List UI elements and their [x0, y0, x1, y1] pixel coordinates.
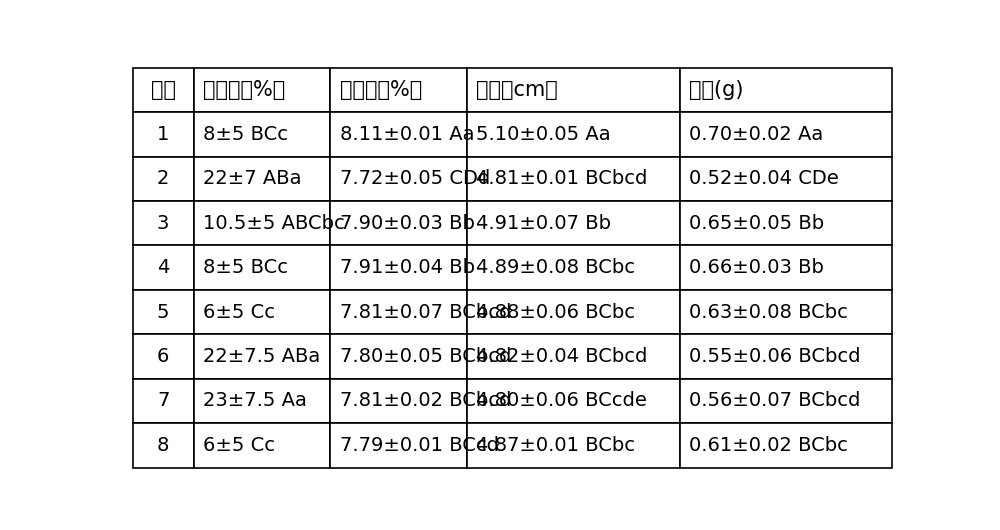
- Text: 7.79±0.01 BCcd: 7.79±0.01 BCcd: [340, 436, 499, 455]
- Text: 4.89±0.08 BCbc: 4.89±0.08 BCbc: [476, 258, 635, 277]
- Text: 0.66±0.03 Bb: 0.66±0.03 Bb: [689, 258, 824, 277]
- Bar: [194, 201, 330, 245]
- Bar: [467, 68, 680, 112]
- Bar: [133, 423, 194, 467]
- Text: 0.63±0.08 BCbc: 0.63±0.08 BCbc: [689, 303, 848, 322]
- Bar: [330, 68, 467, 112]
- Text: 0.56±0.07 BCbcd: 0.56±0.07 BCbcd: [689, 392, 860, 410]
- Bar: [194, 156, 330, 201]
- Bar: [680, 290, 892, 334]
- Text: 4.82±0.04 BCbcd: 4.82±0.04 BCbcd: [476, 347, 648, 366]
- Bar: [330, 334, 467, 379]
- Text: 0.70±0.02 Aa: 0.70±0.02 Aa: [689, 125, 823, 144]
- Bar: [680, 68, 892, 112]
- Text: 6: 6: [157, 347, 169, 366]
- Bar: [680, 201, 892, 245]
- Bar: [194, 379, 330, 423]
- Text: 22±7 ABa: 22±7 ABa: [203, 169, 301, 188]
- Bar: [467, 201, 680, 245]
- Text: 7.81±0.07 BCbcd: 7.81±0.07 BCbcd: [340, 303, 511, 322]
- Text: 1: 1: [157, 125, 169, 144]
- Bar: [680, 112, 892, 156]
- Bar: [194, 112, 330, 156]
- Text: 0.61±0.02 BCbc: 0.61±0.02 BCbc: [689, 436, 848, 455]
- Text: 4.91±0.07 Bb: 4.91±0.07 Bb: [476, 214, 611, 233]
- Text: 2: 2: [157, 169, 169, 188]
- Bar: [680, 423, 892, 467]
- Bar: [133, 290, 194, 334]
- Text: 7.80±0.05 BCbcd: 7.80±0.05 BCbcd: [340, 347, 511, 366]
- Text: 10.5±5 ABCbc: 10.5±5 ABCbc: [203, 214, 345, 233]
- Bar: [467, 112, 680, 156]
- Bar: [680, 245, 892, 290]
- Text: 4.80±0.06 BCcde: 4.80±0.06 BCcde: [476, 392, 647, 410]
- Text: 4.81±0.01 BCbcd: 4.81±0.01 BCbcd: [476, 169, 648, 188]
- Text: 4.88±0.06 BCbc: 4.88±0.06 BCbc: [476, 303, 635, 322]
- Text: 鲜重(g): 鲜重(g): [689, 80, 743, 100]
- Bar: [330, 290, 467, 334]
- Text: 苗高（cm）: 苗高（cm）: [476, 80, 558, 100]
- Text: 5.10±0.05 Aa: 5.10±0.05 Aa: [476, 125, 611, 144]
- Bar: [133, 334, 194, 379]
- Text: 8.11±0.01 Aa: 8.11±0.01 Aa: [340, 125, 474, 144]
- Text: 5: 5: [157, 303, 169, 322]
- Bar: [133, 201, 194, 245]
- Bar: [194, 290, 330, 334]
- Bar: [680, 379, 892, 423]
- Bar: [467, 245, 680, 290]
- Bar: [680, 334, 892, 379]
- Bar: [330, 112, 467, 156]
- Bar: [133, 379, 194, 423]
- Bar: [194, 68, 330, 112]
- Bar: [330, 201, 467, 245]
- Bar: [467, 423, 680, 467]
- Text: 0.52±0.04 CDe: 0.52±0.04 CDe: [689, 169, 839, 188]
- Text: 6±5 Cc: 6±5 Cc: [203, 303, 275, 322]
- Text: 组合: 组合: [151, 80, 176, 100]
- Text: 生根率（%）: 生根率（%）: [340, 80, 422, 100]
- Text: 7.91±0.04 Bb: 7.91±0.04 Bb: [340, 258, 475, 277]
- Bar: [133, 112, 194, 156]
- Bar: [680, 156, 892, 201]
- Text: 23±7.5 Aa: 23±7.5 Aa: [203, 392, 307, 410]
- Text: 22±7.5 ABa: 22±7.5 ABa: [203, 347, 320, 366]
- Text: 6±5 Cc: 6±5 Cc: [203, 436, 275, 455]
- Text: 4.87±0.01 BCbc: 4.87±0.01 BCbc: [476, 436, 635, 455]
- Bar: [330, 423, 467, 467]
- Bar: [467, 334, 680, 379]
- Bar: [194, 423, 330, 467]
- Text: 3: 3: [157, 214, 169, 233]
- Bar: [133, 245, 194, 290]
- Bar: [133, 68, 194, 112]
- Text: 污染率（%）: 污染率（%）: [203, 80, 285, 100]
- Bar: [194, 334, 330, 379]
- Text: 4: 4: [157, 258, 169, 277]
- Text: 7.90±0.03 Bb: 7.90±0.03 Bb: [340, 214, 474, 233]
- Text: 0.65±0.05 Bb: 0.65±0.05 Bb: [689, 214, 824, 233]
- Bar: [194, 245, 330, 290]
- Text: 0.55±0.06 BCbcd: 0.55±0.06 BCbcd: [689, 347, 860, 366]
- Text: 8: 8: [157, 436, 169, 455]
- Bar: [467, 290, 680, 334]
- Text: 7.81±0.02 BCbcd: 7.81±0.02 BCbcd: [340, 392, 511, 410]
- Bar: [467, 379, 680, 423]
- Text: 7: 7: [157, 392, 169, 410]
- Text: 8±5 BCc: 8±5 BCc: [203, 258, 288, 277]
- Bar: [330, 379, 467, 423]
- Bar: [330, 245, 467, 290]
- Bar: [330, 156, 467, 201]
- Text: 8±5 BCc: 8±5 BCc: [203, 125, 288, 144]
- Text: 7.72±0.05 CDd: 7.72±0.05 CDd: [340, 169, 490, 188]
- Bar: [467, 156, 680, 201]
- Bar: [133, 156, 194, 201]
